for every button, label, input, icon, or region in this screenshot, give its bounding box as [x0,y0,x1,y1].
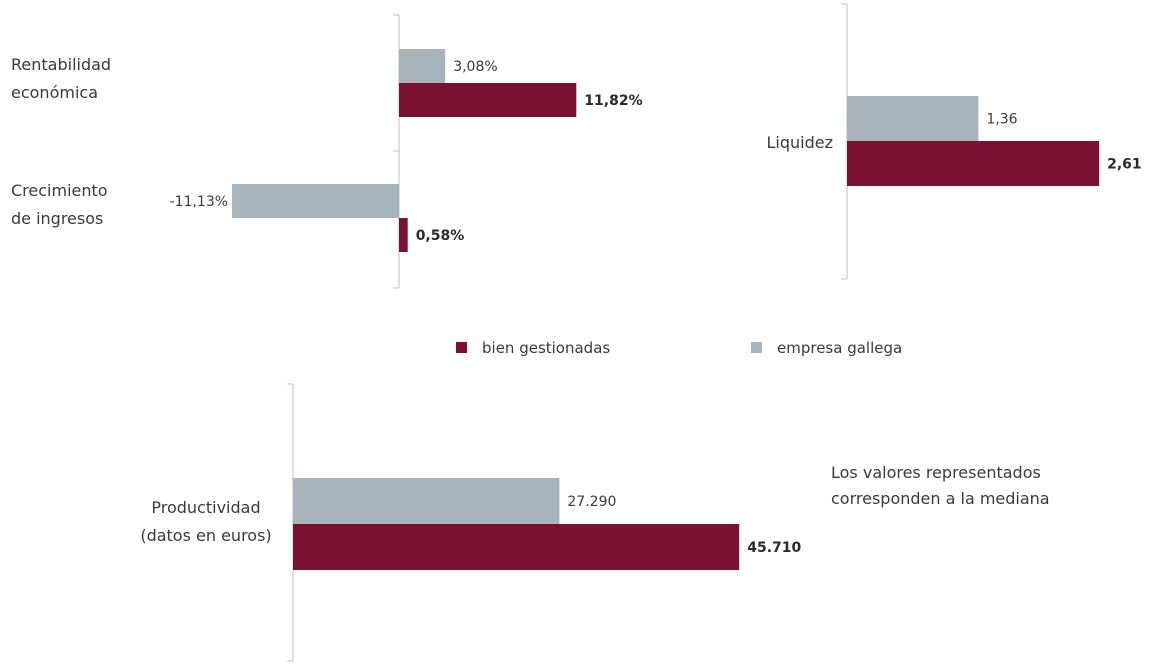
data-label-bien: 11,82% [584,93,642,109]
data-label-bien: 0,58% [416,228,465,244]
bar-bien [293,524,740,570]
note-line: corresponden a la mediana [831,489,1050,508]
bar-empresa [399,49,446,83]
bar-empresa [847,96,979,141]
category-label: Liquidez [767,133,834,152]
bar-empresa [293,478,560,524]
legend-swatch-bien [456,342,467,353]
bar-bien [399,218,408,252]
data-label-empresa: 3,08% [453,59,497,75]
data-label-empresa: -11,13% [170,194,228,210]
category-label: (datos en euros) [140,526,271,545]
bar-empresa [232,184,399,218]
data-label-bien: 2,61 [1107,157,1142,173]
category-label: económica [11,83,98,102]
category-label: Rentabilidad [11,55,111,74]
legend-label-bien: bien gestionadas [482,339,610,357]
bar-bien [399,83,577,117]
data-label-bien: 45.710 [747,540,801,556]
category-label: Crecimiento [11,181,108,200]
category-label: Productividad [151,498,260,517]
legend-swatch-empresa [751,342,762,353]
bar-bien [847,141,1100,186]
chart-note: Los valores representados corresponden a… [831,460,1050,512]
category-label: de ingresos [11,209,103,228]
legend-label-empresa: empresa gallega [777,339,902,357]
data-label-empresa: 1,36 [986,112,1017,128]
data-label-empresa: 27.290 [567,494,616,510]
note-line: Los valores representados [831,463,1041,482]
